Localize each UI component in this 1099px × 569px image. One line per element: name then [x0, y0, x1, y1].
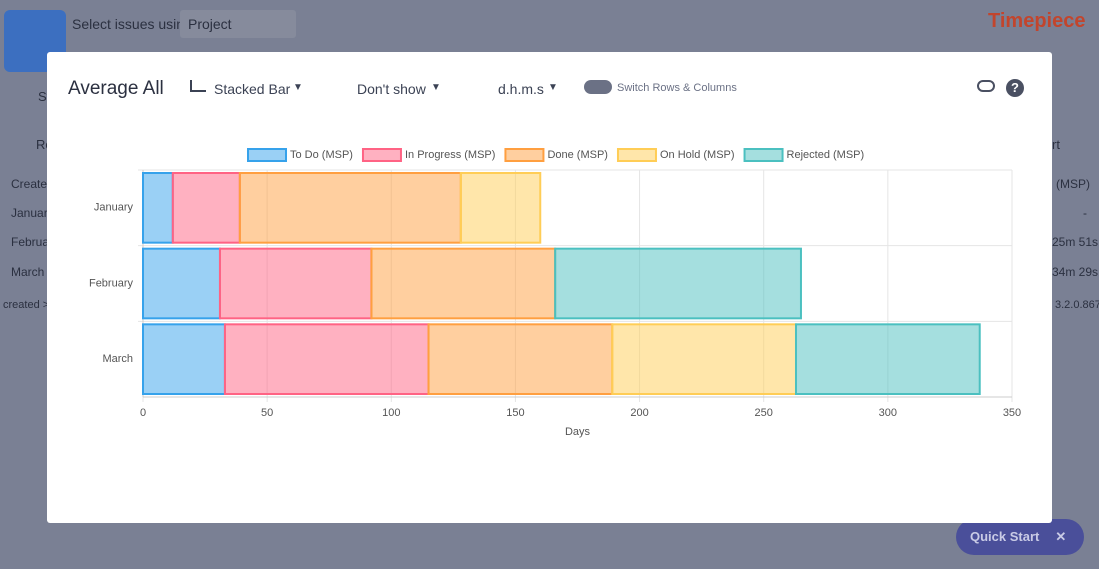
bar-segment — [218, 247, 373, 320]
bar-icon — [190, 80, 206, 92]
bar-segment — [171, 172, 241, 244]
bar-segment — [794, 323, 981, 396]
bar-segment — [427, 323, 614, 396]
modal: Average All Stacked Bar Don't show d.h.m… — [47, 52, 1052, 523]
brand: Timepiece — [988, 10, 1086, 32]
chevron: ▼ — [431, 82, 441, 93]
col-b: (MSP) — [1056, 177, 1090, 191]
bar-segment — [142, 247, 221, 320]
legend-swatch[interactable] — [504, 148, 545, 162]
download-icon[interactable] — [977, 80, 995, 92]
row: January — [11, 206, 54, 220]
y-tick-label: January — [94, 202, 134, 214]
bar-segment — [142, 323, 226, 396]
chart-type-dropdown[interactable]: Stacked Bar — [214, 81, 291, 97]
legend-swatch[interactable] — [361, 148, 402, 162]
cell: 34m 29s — [1052, 265, 1099, 279]
chart: 0 50 100 150 200 250 300 350 January February Marc… — [89, 148, 1021, 438]
cell: 25m 51s — [1052, 235, 1099, 249]
toggle[interactable] — [584, 80, 612, 94]
quick-start-label: Quick Start — [970, 529, 1040, 544]
x-tick-label: 150 — [506, 407, 524, 419]
row: March — [11, 265, 45, 279]
y-tick-label: March — [102, 353, 133, 365]
legend-label[interactable]: Done (MSP) — [547, 149, 608, 161]
bar-segment — [238, 172, 462, 244]
x-tick-label: 0 — [140, 407, 146, 419]
toolbar-c: rt — [1052, 137, 1060, 152]
switch-label: Switch Rows & Columns — [617, 82, 737, 94]
x-tick-label: 200 — [630, 407, 648, 419]
legend-label[interactable]: On Hold (MSP) — [660, 149, 735, 161]
legend-swatch[interactable] — [247, 148, 287, 162]
select-label: Select issues using — [72, 16, 192, 32]
x-axis-title: Days — [565, 426, 591, 438]
x-tick-label: 100 — [382, 407, 400, 419]
x-tick-label: 350 — [1003, 407, 1021, 419]
bar-segment — [223, 323, 430, 396]
bar-segment — [459, 172, 542, 244]
footer-a: created > — [3, 299, 50, 311]
legend-swatch[interactable] — [616, 148, 657, 162]
x-tick-label: 250 — [755, 407, 773, 419]
bar-segment — [370, 247, 557, 320]
footer-b: 3.2.0.867 — [1055, 299, 1099, 311]
col-a: Created — [11, 177, 54, 191]
select[interactable]: Project — [180, 10, 296, 38]
close-icon[interactable]: ✕ — [1055, 529, 1067, 544]
bar-segment — [554, 247, 802, 320]
help-icon[interactable]: ? — [1006, 79, 1024, 97]
x-tick-label: 300 — [879, 407, 897, 419]
quick-start[interactable]: Quick Start ✕ — [956, 519, 1084, 555]
bar-segment — [611, 323, 797, 396]
x-tick-label: 50 — [261, 407, 273, 419]
chevron: ▼ — [293, 82, 303, 93]
legend-label[interactable]: Rejected (MSP) — [787, 149, 865, 161]
legend-label[interactable]: In Progress (MSP) — [405, 149, 495, 161]
chevron: ▼ — [548, 82, 558, 93]
format-dropdown[interactable]: d.h.m.s — [498, 81, 544, 97]
modal-title: Average All — [68, 78, 164, 99]
legend-swatch[interactable] — [743, 148, 784, 162]
legend-label[interactable]: To Do (MSP) — [290, 149, 353, 161]
bar-segment — [142, 172, 174, 244]
labels-dropdown[interactable]: Don't show — [357, 81, 426, 97]
cell: - — [1083, 206, 1087, 220]
y-tick-label: February — [89, 277, 134, 289]
